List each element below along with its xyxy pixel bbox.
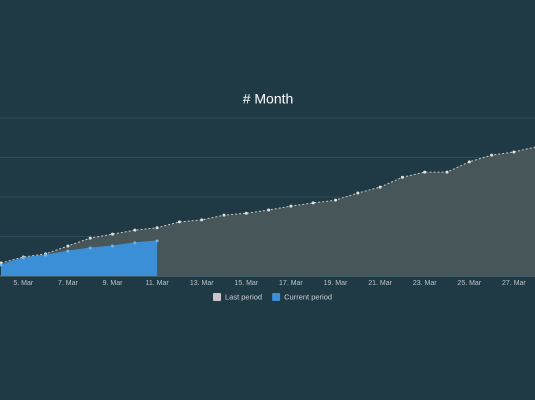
x-tick-label: 9. Mar — [103, 280, 124, 287]
x-tick-label: 13. Mar — [190, 280, 214, 287]
point — [21, 256, 25, 260]
point — [200, 218, 204, 222]
point — [155, 239, 159, 243]
x-tick-label: 23. Mar — [413, 280, 437, 287]
point — [133, 241, 137, 245]
point — [289, 204, 293, 208]
area — [1, 240, 158, 276]
legend-swatch — [272, 293, 281, 301]
point — [66, 244, 70, 248]
line — [0, 240, 158, 266]
point — [378, 185, 382, 189]
point — [177, 220, 181, 224]
x-tick-label: 25. Mar — [457, 280, 481, 287]
legend-label: Current period — [284, 292, 332, 301]
x-tick-label: 21. Mar — [368, 280, 392, 287]
point — [490, 153, 494, 157]
point — [111, 232, 114, 236]
x-tick-label: 27. Mar — [502, 280, 526, 287]
point — [88, 236, 92, 240]
point — [356, 191, 360, 195]
point — [311, 201, 315, 205]
point — [155, 226, 159, 230]
x-tick-label: 5. Mar — [13, 280, 34, 287]
point — [111, 244, 114, 248]
chart-title: # Month — [243, 91, 294, 107]
legend-label: Last period — [225, 292, 262, 301]
point — [0, 263, 3, 267]
x-tick-label: 19. Mar — [324, 280, 348, 287]
point — [222, 213, 226, 217]
x-tick-label: 15. Mar — [234, 280, 258, 287]
point — [467, 160, 471, 164]
point — [400, 175, 404, 179]
legend-swatch — [213, 293, 221, 301]
point — [423, 170, 427, 174]
point — [244, 211, 248, 215]
point — [133, 228, 137, 232]
point — [44, 253, 48, 257]
x-tick-label: 17. Mar — [279, 280, 303, 287]
x-tick-label: 11. Mar — [145, 280, 169, 287]
x-tick-label: 7. Mar — [58, 280, 79, 287]
point — [88, 246, 92, 250]
point — [66, 249, 70, 253]
point — [267, 208, 271, 212]
point — [512, 150, 516, 154]
point — [334, 198, 337, 202]
point — [445, 170, 449, 174]
